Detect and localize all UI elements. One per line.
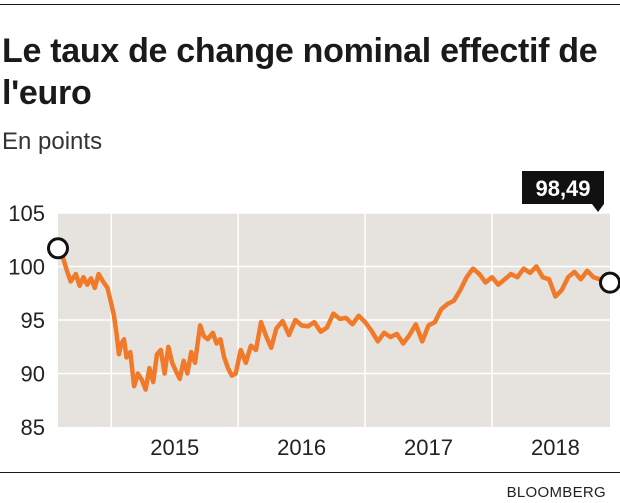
x-tick-label-2017: 2017 [404,435,453,460]
x-axis-tick-labels: 2015 2016 2017 2018 [150,435,580,460]
y-tick-label-95: 95 [21,308,45,333]
start-point-marker [47,237,69,260]
callout-label: 98,49 [535,176,590,201]
end-point-marker [599,271,620,294]
series-line-euro-index [55,246,613,392]
y-tick-label-85: 85 [21,415,45,440]
x-tick-label-2016: 2016 [277,435,326,460]
top-rule [0,4,620,5]
callout-box [522,171,604,212]
y-tick-label-100: 100 [8,255,45,280]
y-tick-label-90: 90 [21,362,45,387]
bottom-rule [0,472,620,473]
y-tick-label-105: 105 [8,201,45,226]
source-label: BLOOMBERG [506,484,606,501]
x-tick-label-2018: 2018 [531,435,580,460]
chart-title: Le taux de change nominal effectif de l'… [2,32,598,112]
last-value-callout: 98,49 [522,171,604,212]
x-tick-label-2015: 2015 [150,435,199,460]
chart-subtitle: En points [2,128,103,155]
y-axis-tick-labels: 85 90 95 100 105 [8,201,45,440]
